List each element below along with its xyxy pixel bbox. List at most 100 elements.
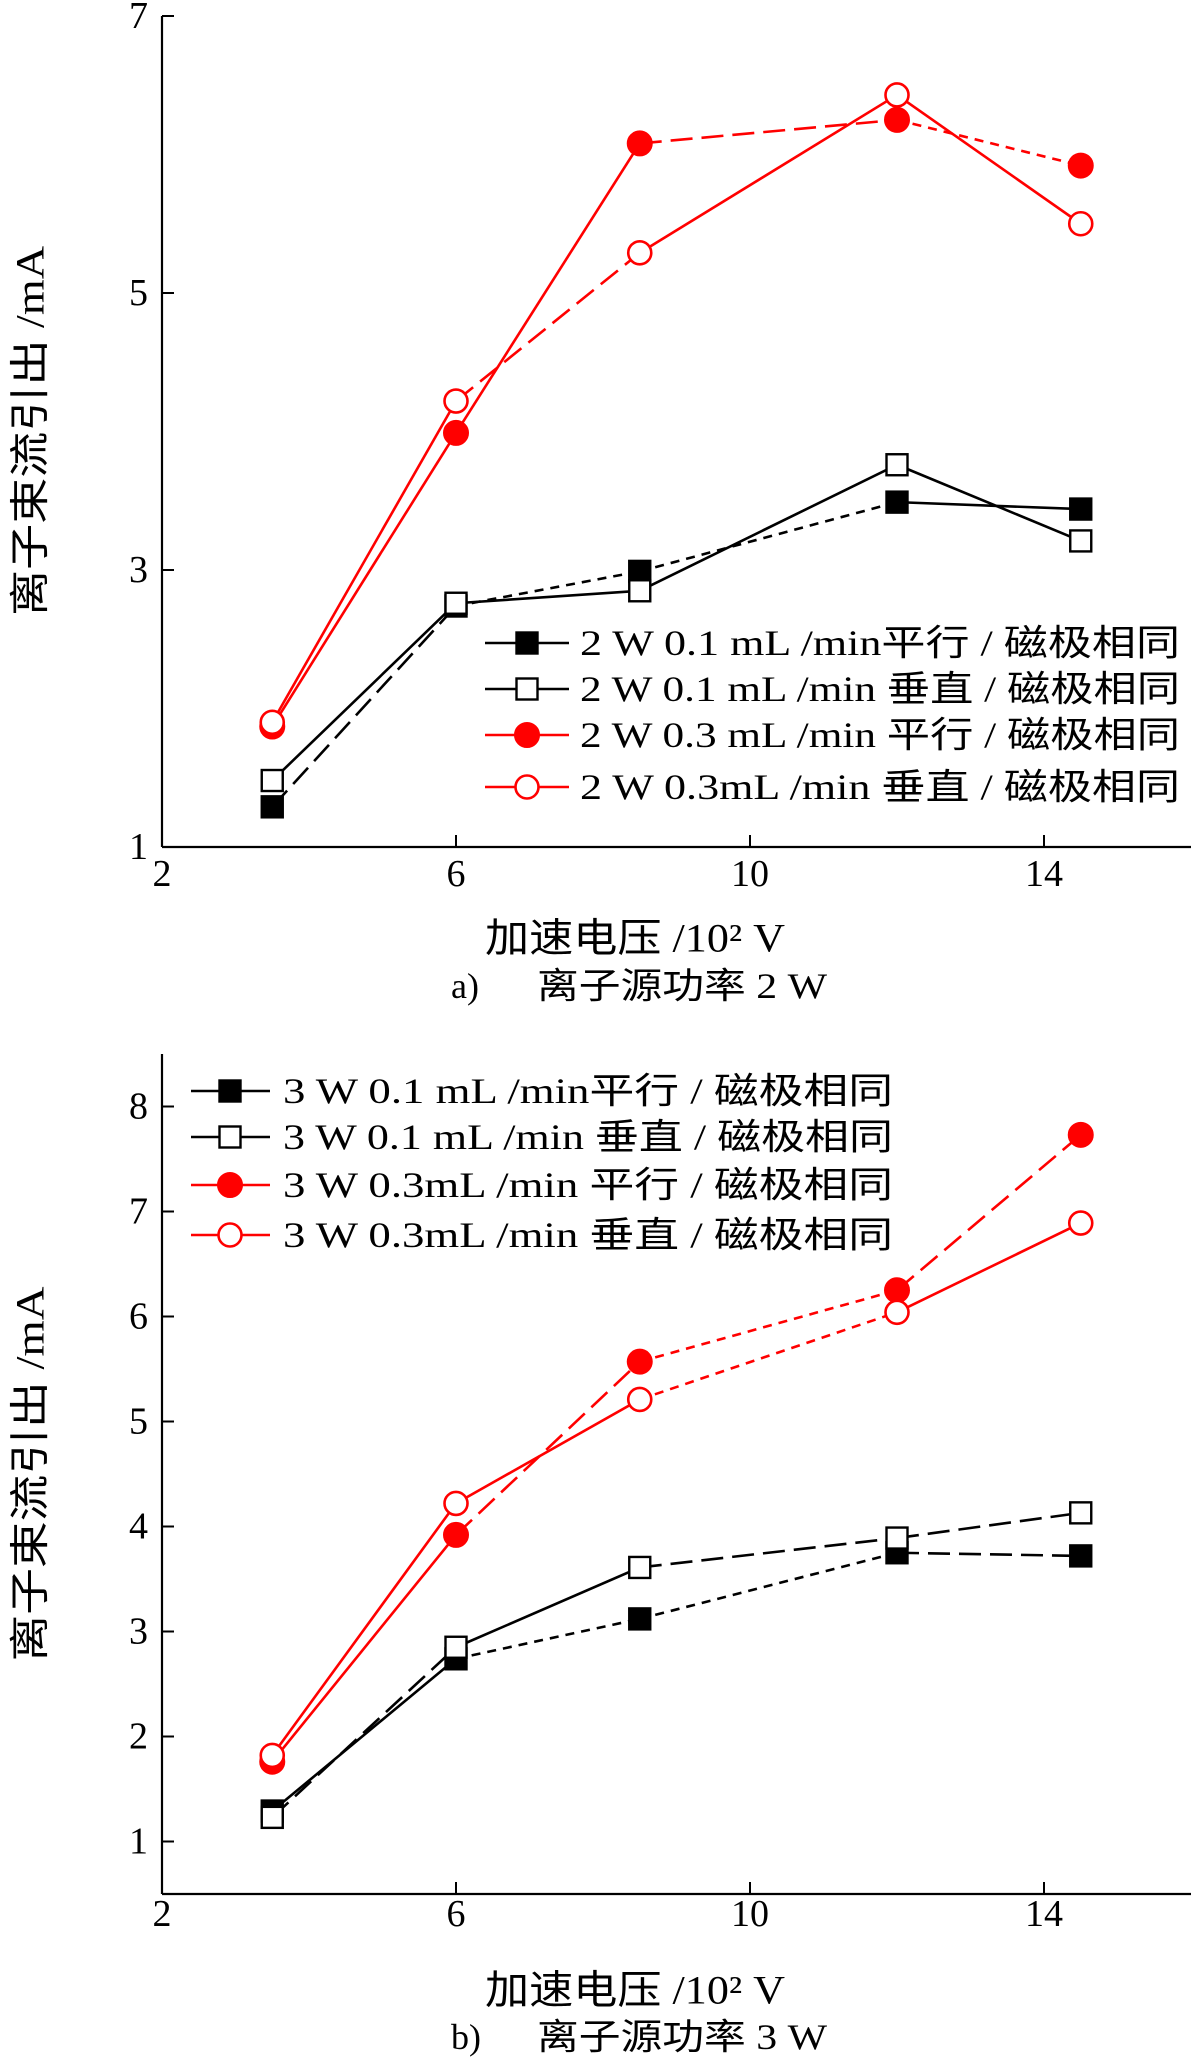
x-tick-label: 2 — [153, 1893, 172, 1935]
legend-label: 3 W 0.1 mL /min平行 / 磁极相同 — [283, 1071, 893, 1111]
series-1-point-5 — [1069, 1544, 1093, 1568]
legend-label: 2 W 0.1 mL /min 垂直 / 磁极相同 — [580, 669, 1180, 709]
legend-marker — [515, 677, 539, 701]
y-tick-label: 2 — [129, 1716, 148, 1758]
series-2-point-1 — [260, 1805, 284, 1830]
legend-label: 3 W 0.1 mL /min 垂直 / 磁极相同 — [283, 1117, 893, 1157]
series-1-point-1 — [260, 795, 284, 819]
series-1-line — [271, 500, 1081, 808]
legend-entry: 3 W 0.1 mL /min 垂直 / 磁极相同 — [191, 1117, 893, 1157]
y-tick-label: 7 — [129, 0, 148, 37]
series-4-point-5 — [1067, 1210, 1094, 1236]
series-2-point-3 — [628, 1555, 652, 1580]
series-2-point-4 — [885, 1526, 909, 1550]
legend-entry: 3 W 0.3mL /min 平行 / 磁极相同 — [191, 1165, 893, 1205]
series-3-line — [271, 118, 1082, 728]
series-2-point-5 — [1069, 529, 1093, 553]
y-tick-label: 5 — [129, 272, 148, 314]
series-4-point-5 — [1067, 210, 1094, 237]
legend-entry: 2 W 0.1 mL /min 垂直 / 磁极相同 — [485, 669, 1180, 709]
series-4-segment-4 — [896, 1221, 1082, 1314]
y-axis-label: 离子束流引出 /mA — [8, 1286, 53, 1661]
x-tick-label: 2 — [153, 853, 172, 895]
legend-entry: 3 W 0.1 mL /min平行 / 磁极相同 — [191, 1071, 893, 1111]
series-4-point-2 — [443, 1490, 469, 1517]
legend-label: 2 W 0.3 mL /min 平行 / 磁极相同 — [580, 715, 1180, 755]
series-4-line — [271, 1221, 1082, 1757]
series-2-point-1 — [260, 768, 284, 793]
series-1-point-3 — [628, 559, 652, 584]
y-tick-label: 1 — [129, 1821, 148, 1863]
axes: 2 6 10 14 1 3 5 7 — [129, 0, 1191, 895]
series-2-points — [260, 453, 1093, 793]
series-4-segment-1 — [271, 1502, 458, 1757]
y-tick-label: 4 — [129, 1506, 148, 1548]
series-lines — [271, 1133, 1082, 1819]
series-3-point-2 — [443, 1521, 469, 1548]
series-2-segment-4 — [896, 463, 1082, 543]
series-4-point-1 — [259, 1742, 286, 1769]
series-4-line — [271, 93, 1082, 723]
legend-label: 3 W 0.3mL /min 平行 / 磁极相同 — [283, 1165, 893, 1205]
legend: 2 W 0.1 mL /min平行 / 磁极相同 2 W 0.1 mL /min … — [485, 623, 1180, 807]
series-4-segment-1 — [271, 400, 458, 723]
series-1-segment-1 — [271, 605, 457, 808]
series-3-segment-2 — [454, 142, 641, 434]
caption-label: b) — [451, 2017, 481, 2057]
series-1-point-3 — [628, 1607, 652, 1631]
series-4-point-2 — [443, 388, 469, 414]
series-2-points — [260, 1501, 1093, 1830]
x-axis-label: 加速电压 /10² V — [485, 1968, 785, 2013]
series-4-point-4 — [884, 82, 910, 108]
y-tick-label: 3 — [129, 549, 148, 591]
legend-marker — [515, 631, 539, 655]
series-4-point-1 — [259, 709, 286, 736]
legend: 3 W 0.1 mL /min平行 / 磁极相同 3 W 0.1 mL /min … — [191, 1071, 893, 1255]
legend-marker — [217, 1172, 243, 1198]
series-1-points — [260, 490, 1093, 819]
legend-label: 2 W 0.1 mL /min平行 / 磁极相同 — [580, 623, 1180, 663]
series-1-segment-4 — [896, 500, 1081, 511]
series-2-segment-2 — [455, 589, 640, 605]
legend-label: 3 W 0.3mL /min 垂直 / 磁极相同 — [283, 1215, 893, 1255]
series-3-point-3 — [626, 1348, 653, 1375]
series-4-points — [259, 1210, 1094, 1769]
series-3-point-4 — [884, 1277, 910, 1304]
x-tick-label: 10 — [731, 853, 769, 895]
series-2-point-4 — [885, 453, 909, 477]
series-4-segment-3 — [639, 93, 898, 254]
series-4-segment-3 — [639, 1311, 898, 1401]
series-1-segment-3 — [639, 500, 898, 573]
series-3-point-5 — [1067, 152, 1094, 179]
series-3-segment-1 — [271, 1534, 458, 1763]
series-2-segment-1 — [271, 602, 457, 782]
x-tick-label: 6 — [447, 1893, 466, 1935]
y-tick-label: 3 — [129, 1611, 148, 1653]
series-2-point-5 — [1069, 1501, 1093, 1525]
legend-entry: 2 W 0.1 mL /min平行 / 磁极相同 — [485, 623, 1180, 663]
series-1-point-5 — [1069, 497, 1093, 521]
series-2-point-2 — [444, 1635, 468, 1659]
y-tick-label: 6 — [129, 1296, 148, 1338]
y-tick-label: 5 — [129, 1401, 148, 1443]
legend-marker — [218, 1079, 242, 1103]
x-tick-label: 14 — [1025, 1893, 1063, 1935]
series-2-line — [271, 463, 1082, 782]
series-2-point-2 — [444, 591, 468, 615]
caption: 离子源功率 3 W — [537, 2017, 827, 2057]
series-2-segment-3 — [639, 463, 898, 592]
series-3-point-5 — [1067, 1121, 1094, 1148]
series-3-segment-2 — [455, 1360, 641, 1536]
series-lines — [271, 93, 1082, 808]
series-1-point-4 — [885, 490, 909, 514]
y-tick-label: 7 — [129, 1191, 148, 1233]
y-tick-label: 8 — [129, 1086, 148, 1128]
caption-label: a) — [451, 966, 479, 1006]
series-1-line — [271, 1551, 1081, 1813]
series-1-segment-1 — [271, 1657, 457, 1813]
series-3-segment-4 — [896, 1133, 1082, 1292]
series-3-point-3 — [626, 130, 653, 157]
